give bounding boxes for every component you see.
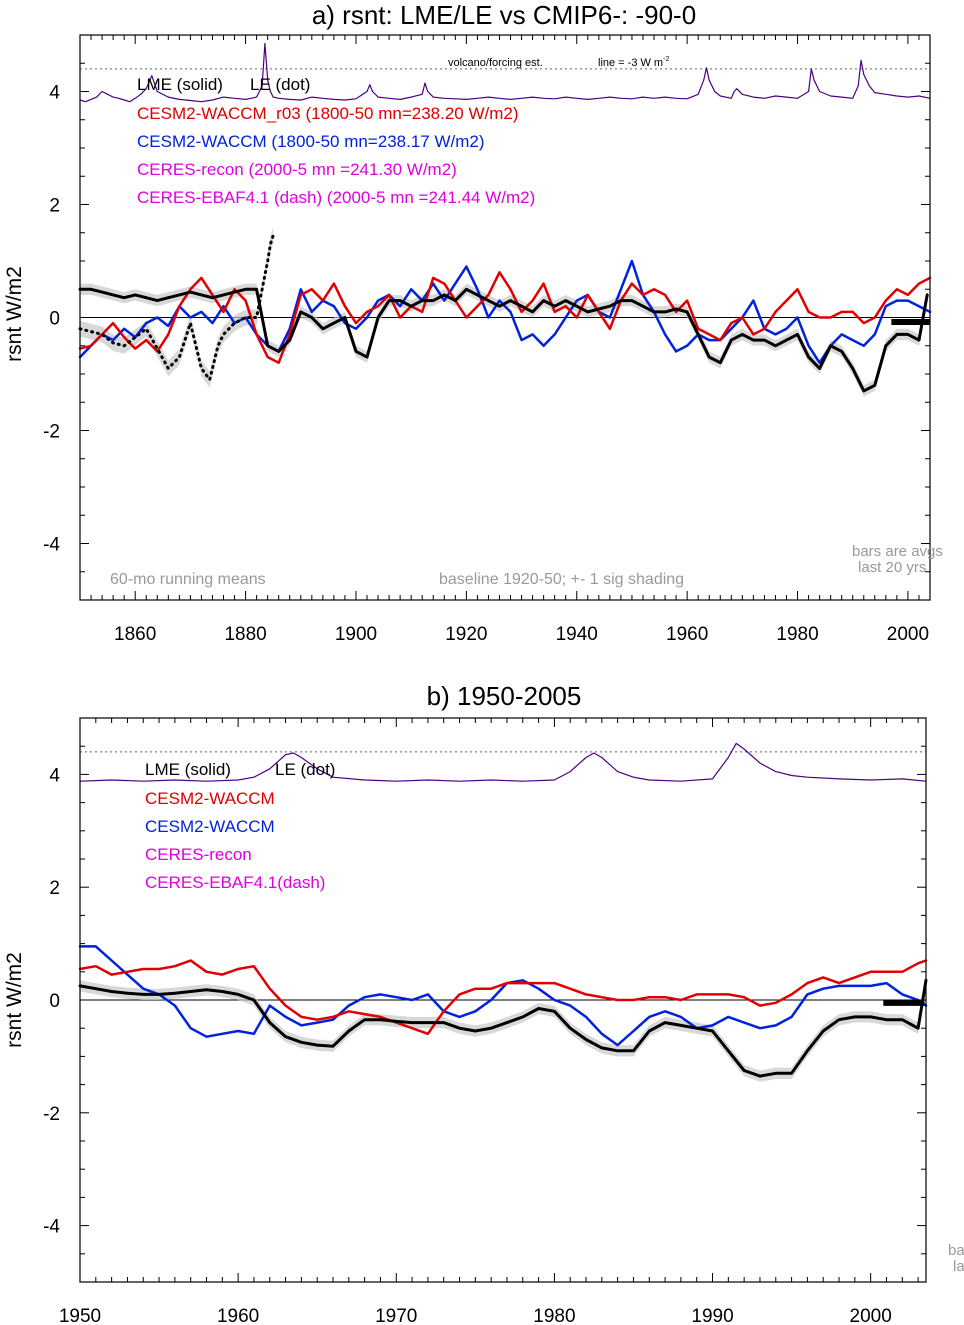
legend-b-le: LE (dot) (275, 760, 335, 779)
legend-lme: LME (solid) (137, 75, 223, 94)
legend-ceres-recon: CERES-recon (2000-5 mn =241.30 W/m2) (137, 160, 457, 179)
legend-b-ceres-recon: CERES-recon (145, 845, 252, 864)
y-tick-label: -4 (43, 535, 60, 556)
x-tick-label: 1970 (375, 1306, 417, 1325)
legend-b-cesm2-waccm: CESM2-WACCM (145, 817, 275, 836)
y-tick-label: 4 (49, 765, 60, 786)
y-tick-label: 4 (49, 83, 60, 104)
baseline-note: baseline 1920-50; +- 1 sig shading (439, 571, 684, 588)
panel-b-ylabel: rsnt W/m2 (3, 952, 26, 1048)
series-volcano-forcing-est- (79, 42, 931, 103)
y-tick-label: 2 (49, 196, 60, 217)
bars-note-b-1: ba (948, 1242, 964, 1259)
shading-le (80, 227, 274, 388)
shading-lme (80, 974, 926, 1082)
panel-b: b) 1950-2005 rsnt W/m2 -4 -2 0 2 4 1950 1960 19… (3, 681, 964, 1325)
legend-cesm2-waccm-r03: CESM2-WACCM_r03 (1800-50 mn=238.20 W/m2) (137, 104, 519, 123)
x-tick-label: 1990 (691, 1306, 733, 1325)
legend-b-ceres-ebaf: CERES-EBAF4.1(dash) (145, 873, 325, 892)
line-note: line = -3 W m-2 (598, 56, 669, 69)
x-tick-label: 1980 (776, 624, 818, 645)
x-tick-label: 1960 (217, 1306, 259, 1325)
x-tick-label: 1900 (335, 624, 377, 645)
y-tick-label: 0 (49, 991, 60, 1012)
bars-note-1: bars are avgs (852, 543, 943, 560)
x-tick-label: 1940 (556, 624, 598, 645)
x-tick-label: 1860 (114, 624, 156, 645)
line-note-text: line = -3 W m (598, 57, 663, 69)
x-tick-label: 1960 (666, 624, 708, 645)
panel-b-title: b) 1950-2005 (427, 681, 582, 711)
legend-ceres-ebaf: CERES-EBAF4.1 (dash) (2000-5 mn =241.44 … (137, 188, 535, 207)
y-tick-label: -4 (43, 1217, 60, 1238)
bars-note-2: last 20 yrs (858, 559, 926, 576)
x-tick-label: 1880 (224, 624, 266, 645)
bars-note-b-2: la (953, 1258, 964, 1275)
panel-a-legend: LME (solid) LE (dot) CESM2-WACCM_r03 (18… (137, 75, 535, 207)
series-cesm2-waccm-r03 (78, 271, 932, 364)
panel-a-ylabel: rsnt W/m2 (3, 266, 26, 362)
series-volcano-forcing-est- (79, 742, 927, 782)
y-tick-label: -2 (43, 1104, 60, 1125)
x-tick-label: 1980 (533, 1306, 575, 1325)
running-mean-note: 60-mo running means (110, 571, 266, 588)
y-tick-label: -2 (43, 422, 60, 443)
x-tick-label: 2000 (850, 1306, 892, 1325)
x-tick-label: 1950 (59, 1306, 101, 1325)
x-tick-label: 1920 (445, 624, 487, 645)
legend-le: LE (dot) (250, 75, 310, 94)
series-lme (78, 978, 928, 1078)
y-tick-label: 2 (49, 878, 60, 899)
panel-a-title: a) rsnt: LME/LE vs CMIP6-: -90-0 (312, 0, 696, 30)
line-note-sup: -2 (663, 56, 669, 63)
y-tick-label: 0 (49, 309, 60, 330)
series-lme (78, 287, 929, 393)
series-cesm2-waccm (78, 945, 928, 1047)
series-cesm2-waccm-r03 (78, 959, 928, 1036)
legend-cesm2-waccm: CESM2-WACCM (1800-50 mn=238.17 W/m2) (137, 132, 485, 151)
legend-b-cesm2-waccm-r03: CESM2-WACCM (145, 789, 275, 808)
volcano-label: volcano/forcing est. (448, 57, 543, 69)
panel-b-legend: LME (solid) LE (dot) CESM2-WACCM CESM2-W… (145, 760, 335, 892)
legend-b-lme: LME (solid) (145, 760, 231, 779)
series-le (78, 234, 275, 382)
panel-a: a) rsnt: LME/LE vs CMIP6-: -90-0 rsnt W/… (3, 0, 943, 645)
x-tick-label: 2000 (887, 624, 929, 645)
